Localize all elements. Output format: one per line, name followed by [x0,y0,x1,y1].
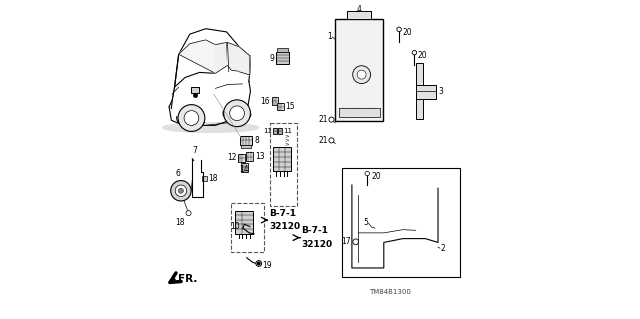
Text: 3: 3 [438,86,443,96]
Bar [237,154,244,162]
Bar [417,85,436,100]
Circle shape [353,66,371,84]
Text: 5: 5 [363,218,368,227]
Text: 32120: 32120 [269,222,301,231]
Polygon shape [216,42,227,73]
Text: 2: 2 [440,244,445,253]
Polygon shape [227,42,243,72]
Bar [236,211,253,234]
Bar [239,136,252,145]
Bar [231,203,264,252]
Bar [202,176,207,181]
Bar [277,48,288,52]
Circle shape [223,100,250,127]
Bar [417,63,423,119]
Text: 20: 20 [371,172,381,181]
Text: 11: 11 [284,128,292,134]
Text: 7: 7 [193,146,197,155]
Text: B-7-1: B-7-1 [301,226,328,235]
Circle shape [179,188,184,193]
Text: 20: 20 [403,28,412,37]
Circle shape [365,171,369,176]
Text: 4: 4 [356,5,362,14]
Bar [191,87,200,93]
Bar [273,128,277,134]
Text: 13: 13 [255,152,264,161]
Text: 19: 19 [262,261,272,270]
Text: 6: 6 [176,169,181,178]
Circle shape [257,262,260,265]
Bar [270,123,297,206]
Text: 10: 10 [230,222,240,231]
Circle shape [256,261,262,266]
Text: 14: 14 [239,166,249,174]
Text: 32120: 32120 [301,240,333,249]
Text: 21: 21 [318,115,328,124]
Text: 1: 1 [327,32,332,41]
Bar [241,163,248,172]
Text: 21: 21 [318,136,328,145]
Text: FR.: FR. [178,274,197,285]
Bar [271,97,278,105]
Text: 8: 8 [254,136,259,145]
Text: 16: 16 [260,97,270,106]
Bar [273,147,291,171]
Text: B-7-1: B-7-1 [269,209,296,218]
Text: 12: 12 [227,153,236,162]
Polygon shape [239,47,250,75]
Text: >: > [284,133,289,138]
Bar [276,52,289,64]
Circle shape [397,27,401,32]
Text: >: > [284,141,289,146]
Circle shape [184,111,199,125]
Text: 18: 18 [175,218,185,227]
Bar [342,168,460,277]
Circle shape [329,117,334,122]
Circle shape [230,106,244,121]
Ellipse shape [163,123,259,132]
Circle shape [329,138,334,143]
Text: 9: 9 [269,54,274,63]
Circle shape [178,105,205,131]
Text: 17: 17 [342,237,351,246]
Text: 20: 20 [418,51,428,60]
Circle shape [186,211,191,216]
Polygon shape [348,11,371,19]
Bar [278,128,282,134]
Text: >: > [284,137,289,142]
Circle shape [357,70,366,79]
Bar [339,108,380,117]
Bar [277,103,284,110]
Circle shape [175,185,187,197]
Polygon shape [179,40,216,73]
Text: 11: 11 [263,128,272,134]
Circle shape [171,181,191,201]
Text: 18: 18 [209,174,218,183]
Text: 15: 15 [285,102,294,111]
Bar [246,152,253,161]
Circle shape [353,239,358,245]
Bar [241,145,252,148]
Text: TM84B1300: TM84B1300 [369,289,411,295]
Circle shape [412,50,417,55]
Bar [335,19,383,121]
